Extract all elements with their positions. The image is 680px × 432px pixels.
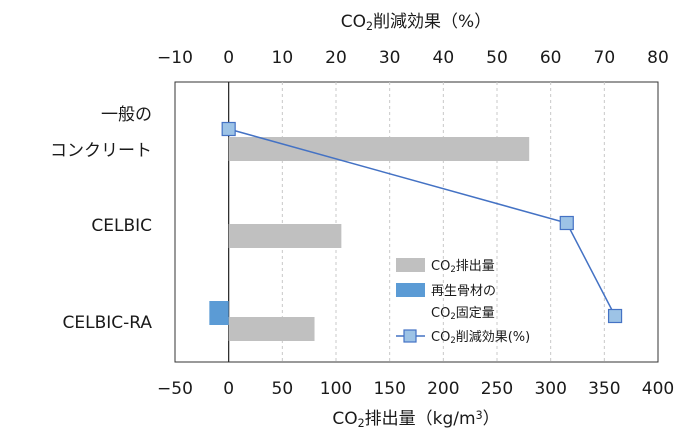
bottom-tick-label: −50 (157, 379, 193, 399)
legend-marker-co2-reduction (403, 329, 417, 343)
line-series (221, 121, 623, 324)
top-tick-label: 80 (647, 48, 669, 68)
legend-label-co2-reduction: CO2削減効果(%) (431, 329, 530, 345)
bottom-tick-label: 250 (481, 379, 513, 399)
bottom-tick-label: 350 (588, 379, 620, 399)
legend-swatch-co2-emission (396, 258, 425, 272)
bar-co2-fixation-2 (209, 301, 229, 325)
legend-swatch-co2-fixation (396, 283, 425, 297)
bottom-tick-label: 0 (223, 379, 234, 399)
plot-area (174, 81, 659, 363)
category-label: CELBIC-RA (62, 313, 152, 333)
top-axis-ticks: −10 0 10 20 30 40 50 60 70 80 (157, 48, 669, 68)
legend-label-co2-emission: CO2排出量 (431, 259, 495, 274)
legend-label-co2-fixation-1: 再生骨材の (431, 284, 496, 299)
top-tick-label: 0 (223, 48, 234, 68)
bottom-tick-label: 100 (320, 379, 352, 399)
bottom-tick-label: 150 (373, 379, 405, 399)
category-label: コンクリート (50, 141, 152, 161)
top-tick-label: 70 (594, 48, 616, 68)
point-co2-reduction-1 (559, 215, 574, 231)
point-co2-reduction-0 (221, 121, 236, 137)
legend-label-co2-fixation-2: CO2固定量 (431, 306, 495, 321)
top-tick-label: 60 (540, 48, 562, 68)
bars (209, 137, 530, 341)
top-tick-label: −10 (157, 48, 193, 68)
bottom-tick-label: 300 (534, 379, 566, 399)
point-co2-reduction-2 (607, 308, 623, 324)
top-tick-label: 20 (325, 48, 347, 68)
category-label: CELBIC (91, 216, 152, 236)
bar-co2-emission-0 (228, 137, 530, 161)
gridlines (281, 82, 605, 362)
bottom-axis-title-text: CO2排出量（kg/m3） (332, 409, 499, 430)
top-tick-label: 30 (379, 48, 401, 68)
bottom-tick-label: 400 (642, 379, 674, 399)
bar-co2-emission-2 (228, 317, 315, 341)
top-tick-label: 10 (272, 48, 294, 68)
bottom-tick-label: 200 (427, 379, 459, 399)
top-tick-label: 40 (433, 48, 455, 68)
top-axis-title-text: CO2削減効果（%） (341, 12, 491, 33)
bottom-axis-ticks: −50 0 50 100 150 200 250 300 350 400 (157, 379, 674, 399)
bottom-tick-label: 50 (272, 379, 294, 399)
category-label: 一般の (101, 105, 152, 125)
top-tick-label: 50 (486, 48, 508, 68)
bar-co2-emission-1 (228, 224, 342, 248)
